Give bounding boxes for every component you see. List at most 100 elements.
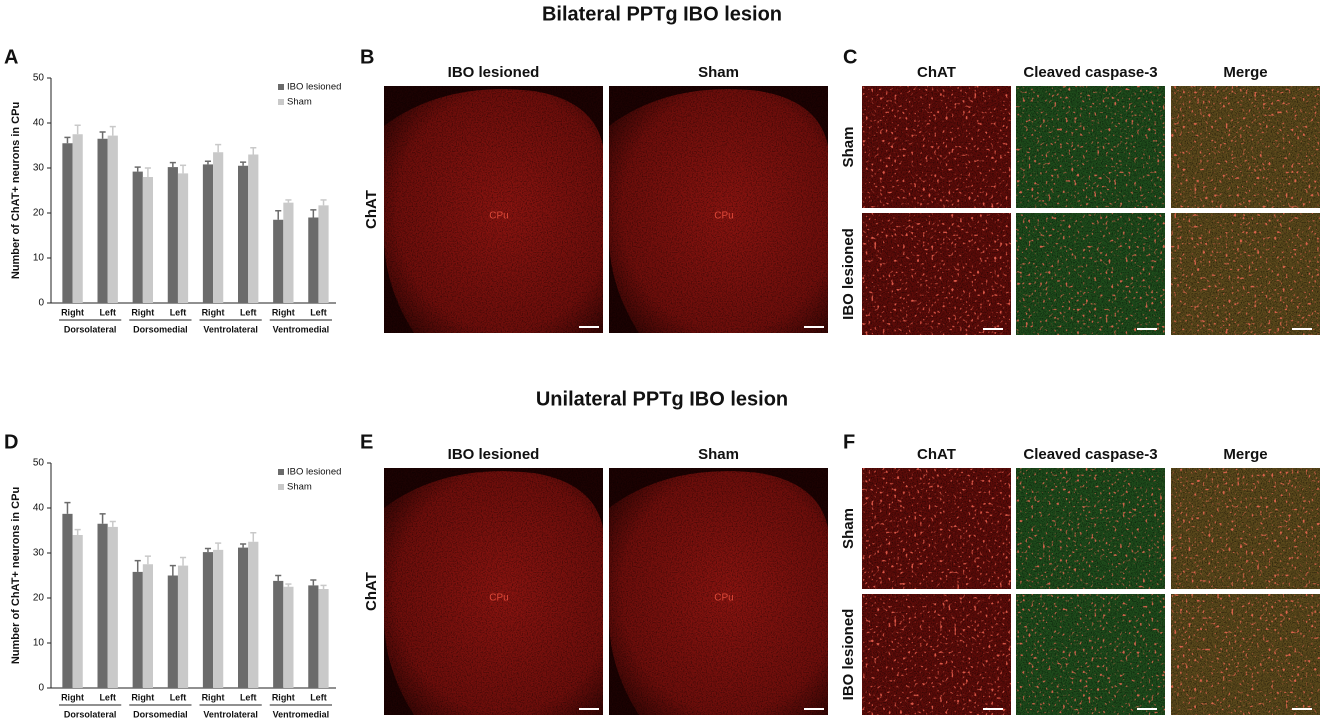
bar (62, 513, 73, 688)
column-title: Merge (1223, 64, 1267, 81)
bar (72, 535, 83, 688)
column-title: ChAT (917, 446, 956, 463)
micrograph-cells (1016, 468, 1165, 589)
bar (97, 523, 108, 688)
region-label: CPu (489, 593, 508, 604)
bar (107, 526, 118, 688)
y-axis-label: Number of ChAT+ neurons in CPu (10, 102, 22, 279)
bar (248, 541, 259, 688)
x-tick-label: Right (202, 692, 225, 702)
y-tick-label: 40 (33, 503, 45, 514)
bar (167, 575, 178, 688)
legend-label: IBO lesioned (287, 467, 341, 478)
x-tick-label: Right (131, 307, 154, 317)
micrograph-cells (862, 468, 1011, 589)
y-tick-label: 10 (33, 638, 45, 649)
legend-label: IBO lesioned (287, 82, 341, 93)
column-title: Sham (698, 64, 739, 81)
micrograph-cells (862, 594, 1011, 715)
y-tick-label: 0 (38, 683, 44, 694)
bar (248, 154, 259, 303)
x-tick-label: Right (272, 307, 295, 317)
micrograph-cells (1171, 86, 1320, 208)
x-tick-label: Right (272, 692, 295, 702)
panel-letter: C (843, 46, 857, 68)
y-axis-label: Number of ChAT+ neurons in CPu (10, 487, 22, 664)
y-tick-label: 50 (33, 458, 45, 469)
heading: Unilateral PPTg IBO lesion (536, 388, 788, 410)
y-tick-label: 40 (33, 118, 45, 129)
legend-swatch (278, 99, 284, 105)
bar (238, 547, 249, 688)
x-tick-label: Right (202, 307, 225, 317)
group-label: Dorsomedial (133, 324, 188, 334)
column-title: Merge (1223, 446, 1267, 463)
region-label: CPu (489, 211, 508, 222)
group-label: Dorsolateral (64, 324, 117, 334)
row-label: IBO lesioned (840, 609, 857, 701)
section-texture (609, 468, 828, 715)
bar (273, 219, 284, 303)
bar (132, 171, 143, 303)
micrograph-cells (862, 213, 1011, 335)
region-label: CPu (714, 211, 733, 222)
group-label: Ventromedial (273, 324, 330, 334)
panel-letter: D (4, 431, 18, 453)
section-texture (384, 468, 603, 715)
section-texture (384, 86, 603, 333)
bar (62, 143, 73, 303)
column-title: ChAT (917, 64, 956, 81)
section-texture (609, 86, 828, 333)
bar (283, 202, 294, 303)
column-title: Cleaved caspase-3 (1023, 446, 1157, 463)
row-label: ChAT (363, 190, 380, 229)
micrograph-cells (862, 86, 1011, 208)
micrograph-cells (1171, 468, 1320, 589)
bar (213, 549, 224, 688)
row-label: ChAT (363, 572, 380, 611)
bar (72, 134, 83, 303)
x-tick-label: Right (61, 307, 84, 317)
panel-letter: E (360, 431, 373, 453)
x-tick-label: Right (131, 692, 154, 702)
bar (177, 173, 189, 303)
x-tick-label: Left (310, 307, 327, 317)
bar (202, 164, 214, 303)
bar (273, 580, 284, 688)
y-tick-label: 0 (38, 298, 44, 309)
bar (308, 217, 319, 303)
y-tick-label: 10 (33, 253, 45, 264)
bar (142, 564, 153, 688)
row-label: IBO lesioned (840, 228, 857, 320)
row-label: Sham (840, 508, 857, 549)
column-title: Cleaved caspase-3 (1023, 64, 1157, 81)
column-title: IBO lesioned (448, 446, 540, 463)
x-tick-label: Left (240, 692, 257, 702)
x-tick-label: Left (99, 307, 116, 317)
bar (283, 586, 294, 688)
bar (318, 205, 329, 303)
bar (202, 552, 214, 688)
panel-letter: B (360, 46, 374, 68)
bar (142, 177, 153, 303)
x-tick-label: Left (240, 307, 257, 317)
y-tick-label: 50 (33, 73, 45, 84)
legend-swatch (278, 84, 284, 90)
legend-swatch (278, 469, 284, 475)
column-title: Sham (698, 446, 739, 463)
panel-letter: F (843, 431, 855, 453)
y-tick-label: 20 (33, 208, 45, 219)
bar (107, 135, 118, 303)
heading: Bilateral PPTg IBO lesion (542, 3, 782, 25)
legend-label: Sham (287, 97, 312, 108)
group-label: Dorsolateral (64, 709, 117, 719)
legend-label: Sham (287, 482, 312, 493)
x-tick-label: Left (99, 692, 116, 702)
micrograph-cells (1016, 213, 1165, 335)
group-label: Ventromedial (273, 709, 330, 719)
bar (97, 138, 108, 303)
micrograph-cells (1171, 594, 1320, 715)
y-tick-label: 30 (33, 163, 45, 174)
group-label: Dorsomedial (133, 709, 188, 719)
